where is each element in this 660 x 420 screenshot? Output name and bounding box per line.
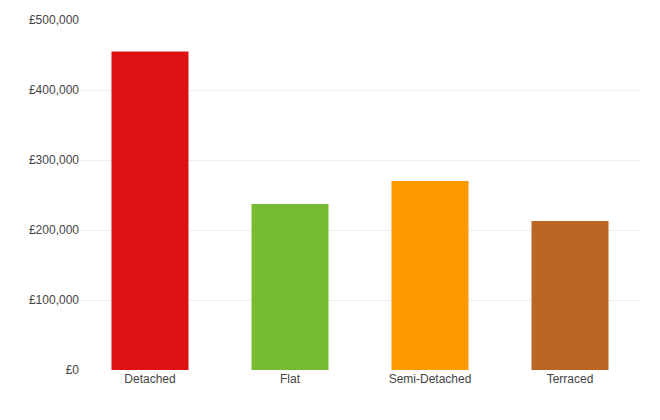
svg-text:£100,000: £100,000	[29, 293, 79, 307]
svg-text:£0: £0	[66, 363, 80, 377]
svg-text:Terraced: Terraced	[547, 372, 594, 386]
svg-text:Detached: Detached	[124, 372, 175, 386]
svg-text:£500,000: £500,000	[29, 13, 79, 27]
svg-text:Flat: Flat	[280, 372, 301, 386]
svg-text:Semi-Detached: Semi-Detached	[389, 372, 472, 386]
svg-text:£200,000: £200,000	[29, 223, 79, 237]
svg-text:£400,000: £400,000	[29, 83, 79, 97]
svg-text:£300,000: £300,000	[29, 153, 79, 167]
